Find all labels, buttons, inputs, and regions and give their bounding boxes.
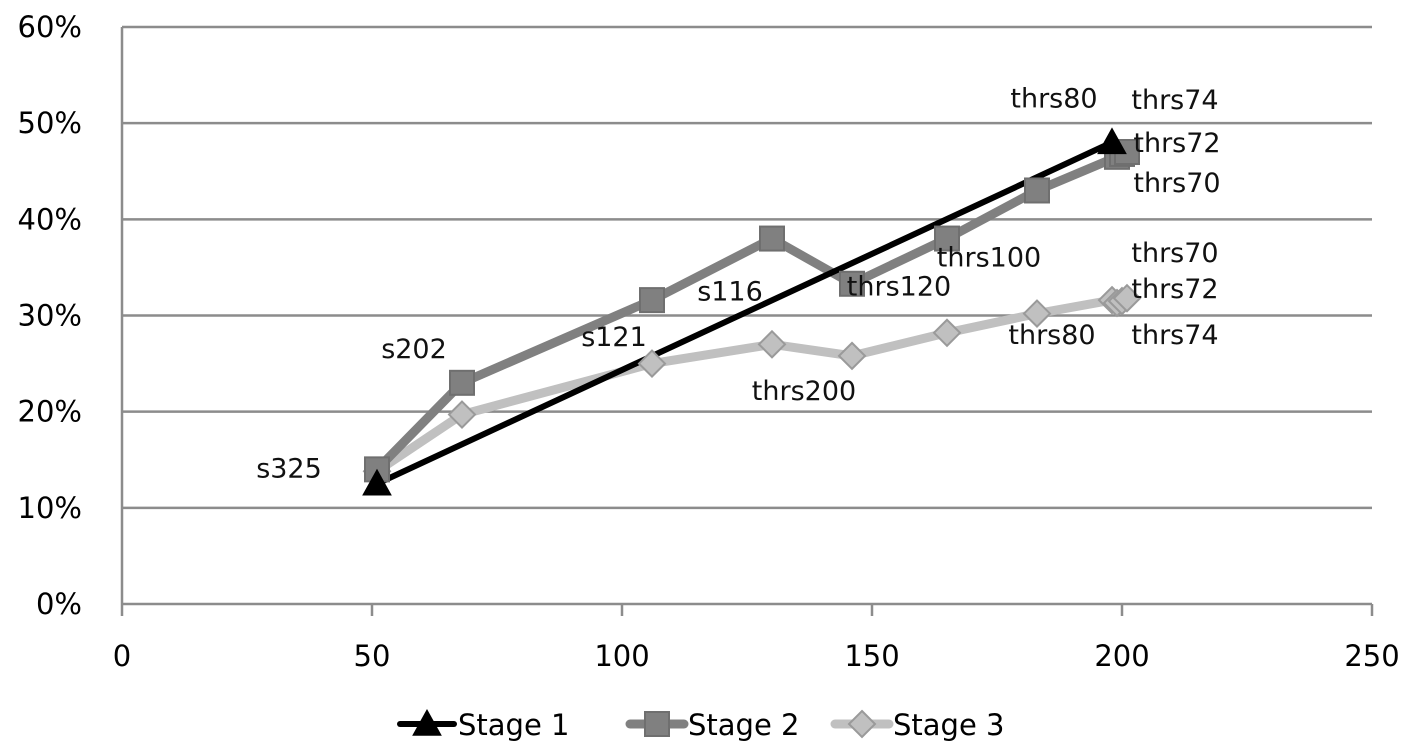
data-label: thrs80 [1008, 320, 1095, 351]
data-label: thrs72 [1133, 128, 1220, 159]
y-tick-label: 10% [18, 491, 82, 525]
data-point [1022, 299, 1052, 328]
data-point [759, 225, 785, 252]
data-point [639, 287, 665, 314]
legend-marker [412, 708, 442, 736]
data-point [637, 349, 667, 378]
x-axis-tick-labels: 0 50 100 150 200 250 [113, 639, 1400, 673]
data-label: thrs120 [847, 272, 951, 303]
y-tick-label: 40% [18, 202, 82, 236]
legend-label: Stage 3 [893, 708, 1004, 742]
data-label: thrs74 [1131, 85, 1218, 116]
series-markers [362, 127, 1142, 496]
legend-label: Stage 2 [688, 708, 799, 742]
y-tick-label: 20% [18, 395, 82, 429]
legend-label: Stage 1 [458, 708, 569, 742]
data-point [1024, 177, 1050, 204]
data-label: thrs74 [1131, 320, 1218, 351]
legend: Stage 1 Stage 2 Stage 3 [397, 708, 1004, 742]
data-point [447, 400, 477, 429]
data-label: s202 [381, 334, 447, 365]
data-label: thrs70 [1133, 168, 1220, 199]
series-lines [372, 139, 1132, 487]
data-point [449, 369, 475, 396]
data-point [1097, 127, 1127, 155]
x-tick-label: 100 [594, 639, 649, 673]
y-tick-label: 60% [18, 10, 82, 44]
data-point [837, 341, 867, 371]
x-tick-label: 50 [354, 639, 391, 673]
x-tick-label: 250 [1344, 639, 1399, 673]
data-label: thrs72 [1131, 274, 1218, 305]
data-point [362, 468, 392, 496]
y-axis-tick-labels: 0% 10% 20% 30% 40% 50% 60% [18, 10, 82, 621]
axes [120, 27, 1374, 616]
data-point [932, 318, 962, 348]
y-tick-label: 50% [18, 106, 82, 140]
data-label: s116 [697, 277, 763, 308]
data-label: s121 [581, 322, 647, 353]
data-point [839, 270, 865, 297]
data-label: thrs80 [1010, 83, 1097, 114]
y-tick-label: 30% [18, 299, 82, 333]
data-point [934, 225, 960, 252]
x-tick-label: 200 [1094, 639, 1149, 673]
data-point [757, 329, 787, 359]
data-label: s325 [256, 453, 322, 484]
y-tick-label: 0% [36, 587, 82, 621]
gridlines [122, 25, 1372, 510]
data-label: thrs70 [1131, 238, 1218, 269]
data-label: thrs200 [752, 376, 856, 407]
x-tick-label: 150 [844, 639, 899, 673]
data-point [1112, 283, 1142, 313]
data-label: thrs100 [937, 242, 1041, 273]
x-tick-label: 0 [113, 639, 131, 673]
series-line [374, 139, 1115, 487]
legend-marker [644, 711, 670, 737]
legend-marker [847, 709, 877, 739]
